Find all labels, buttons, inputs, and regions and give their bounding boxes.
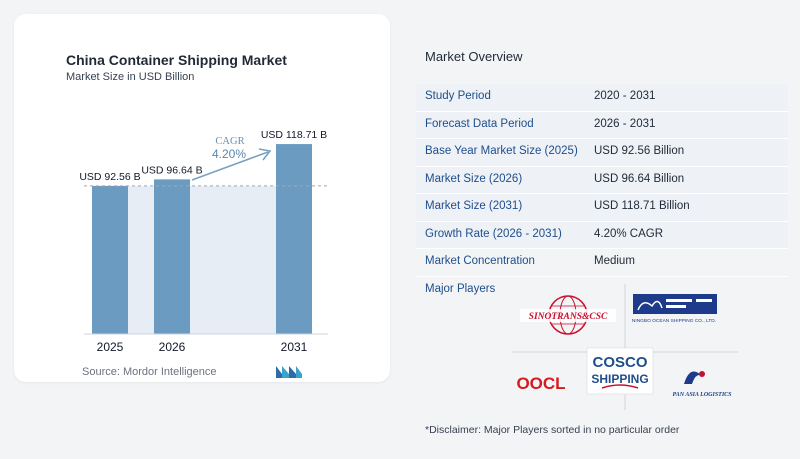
x-tick-label: 2025	[97, 340, 124, 354]
cagr-arrowhead	[258, 148, 272, 161]
row-label: Growth Rate (2026 - 2031)	[425, 227, 562, 240]
row-label: Base Year Market Size (2025)	[425, 145, 578, 157]
overview-row: Growth Rate (2026 - 2031) 4.20% CAGR	[416, 221, 788, 249]
row-label: Market Size (2031)	[425, 200, 523, 212]
row-label: Study Period	[425, 90, 491, 102]
row-value: 4.20% CAGR	[594, 227, 664, 240]
data-label: USD 92.56 B	[79, 171, 140, 183]
row-value: USD 118.71 Billion	[594, 200, 690, 212]
overview-title: Market Overview	[425, 49, 523, 64]
cosco-shipping-text: SHIPPING	[591, 372, 648, 386]
overview-row: Forecast Data Period 2026 - 2031	[416, 111, 788, 139]
chart-subtitle: Market Size in USD Billion	[66, 71, 195, 83]
chart-title: China Container Shipping Market	[66, 52, 287, 68]
row-label: Market Concentration	[425, 255, 535, 267]
x-tick-label: 2031	[281, 340, 308, 354]
cosco-logo-icon: COSCO SHIPPING	[586, 347, 654, 395]
row-value: 2020 - 2031	[594, 90, 656, 102]
bar	[276, 144, 312, 334]
bar	[92, 185, 128, 334]
cagr-arrow	[191, 151, 269, 181]
oocl-logo-text: OOCL	[516, 374, 565, 393]
major-players-label: Major Players	[425, 283, 496, 295]
data-label: USD 96.64 B	[141, 164, 202, 176]
row-value: USD 96.64 Billion	[594, 172, 685, 185]
mordor-intelligence-logo-icon	[276, 366, 302, 378]
data-label: USD 118.71 B	[261, 129, 327, 141]
cagr-value: 4.20%	[212, 147, 246, 161]
pan-asia-logo-icon: PAN ASIA LOGISTICS	[672, 371, 732, 398]
ningbo-logo-text: NINGBO OCEAN SHIPPING CO., LTD.	[632, 318, 716, 324]
chart-band	[92, 185, 312, 334]
pan-asia-logo-text: PAN ASIA LOGISTICS	[672, 392, 732, 398]
disclaimer: *Disclaimer: Major Players sorted in no …	[425, 424, 680, 436]
overview-row: Market Size (2031) USD 118.71 Billion	[416, 194, 788, 222]
x-tick-label: 2026	[159, 340, 186, 354]
sinotrans-logo-text: SINOTRANS&CSC	[529, 312, 608, 322]
source-note: Source: Mordor Intelligence	[82, 366, 217, 378]
overview-row: Market Concentration Medium	[416, 249, 788, 277]
row-value: 2026 - 2031	[594, 117, 656, 130]
major-players-logos: SINOTRANS&CSC NINGBO OCEAN SHIPPING CO.,…	[512, 284, 738, 410]
row-value: Medium	[594, 255, 635, 267]
cosco-logo-text: COSCO	[592, 354, 647, 371]
overview-table: Study Period 2020 - 2031 Forecast Data P…	[416, 84, 788, 277]
sinotrans-logo-icon: SINOTRANS&CSC	[520, 295, 616, 335]
overview-row: Market Size (2026) USD 96.64 Billion	[416, 166, 788, 194]
row-label: Forecast Data Period	[425, 117, 534, 130]
cagr-label: CAGR	[215, 136, 244, 147]
overview-row: Study Period 2020 - 2031	[416, 84, 788, 112]
ningbo-logo-icon: NINGBO OCEAN SHIPPING CO., LTD.	[632, 294, 717, 324]
overview-row: Base Year Market Size (2025) USD 92.56 B…	[416, 139, 788, 167]
row-label: Market Size (2026)	[425, 172, 523, 185]
bar	[154, 179, 190, 334]
row-value: USD 92.56 Billion	[594, 145, 685, 157]
